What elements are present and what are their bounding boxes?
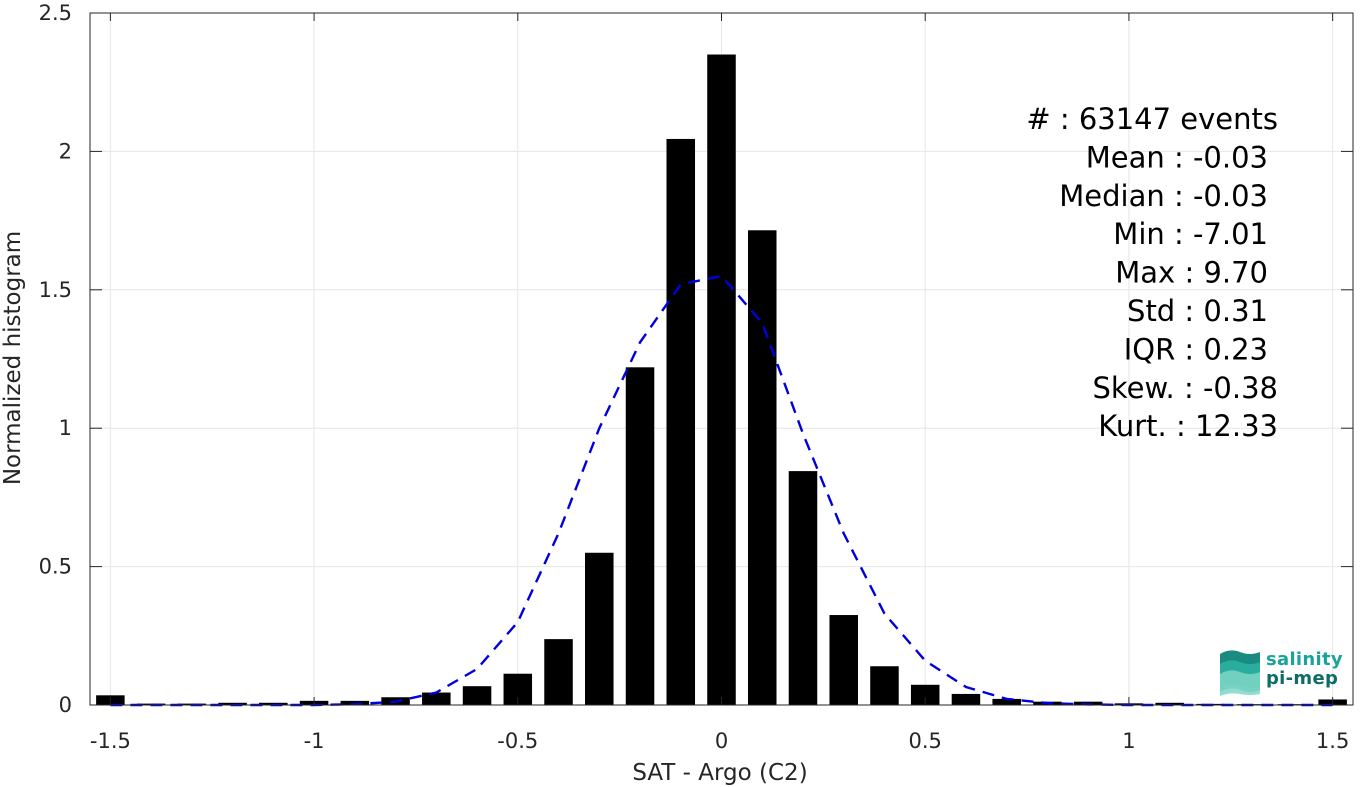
histogram-bar: [666, 138, 696, 706]
y-tick-label: 1.5: [39, 278, 72, 302]
salinity-pi-mep-logo: salinity pi-mep: [1216, 646, 1346, 696]
y-tick-label: 2.5: [39, 1, 72, 25]
histogram-bar: [992, 698, 1021, 705]
y-tick-label: 0: [59, 693, 72, 717]
y-tick-label: 0.5: [39, 555, 72, 579]
x-tick-label: -1.5: [90, 729, 131, 753]
x-tick-label: 0: [715, 729, 728, 753]
stat-line: Kurt. : 12.33: [1098, 409, 1278, 443]
x-tick-label: 1.5: [1316, 729, 1349, 753]
stat-line: Median : -0.03: [1059, 179, 1268, 213]
histogram-bar: [585, 552, 614, 705]
histogram-bar: [951, 693, 981, 705]
logo-text-line2: pi-mep: [1266, 668, 1339, 689]
axis-ticks: [90, 12, 1353, 706]
y-tick-label: 2: [59, 139, 72, 163]
y-tick-label: 1: [59, 416, 72, 440]
logo-text-line1: salinity: [1266, 649, 1343, 670]
stat-line: Mean : -0.03: [1086, 140, 1268, 174]
x-tick-label: 0.5: [909, 729, 942, 753]
statistics-annotation: # : 63147 events Mean : -0.03 Median : -0.…: [1026, 102, 1278, 443]
histogram-bar: [544, 639, 573, 705]
histogram-bar: [422, 692, 451, 705]
y-axis-label: Normalized histogram: [0, 231, 26, 485]
histogram-bar: [788, 471, 818, 705]
histogram-bar: [747, 230, 777, 705]
stat-line: # : 63147 events: [1026, 102, 1278, 136]
stat-line: Skew. : -0.38: [1092, 371, 1278, 405]
histogram-bar: [625, 367, 655, 705]
histogram-bars: [96, 54, 1347, 706]
stat-line: Std : 0.31: [1127, 294, 1268, 328]
x-tick-label: -1: [304, 729, 325, 753]
stat-line: Min : -7.01: [1113, 217, 1268, 251]
waves-logo-icon: [1220, 650, 1260, 696]
y-tick-labels: 0 0.5 1 1.5 2 2.5: [39, 1, 72, 717]
x-tick-labels: -1.5 -1 -0.5 0 0.5 1 1.5: [90, 729, 1349, 753]
histogram-bar: [462, 686, 492, 705]
x-axis-label: SAT - Argo (C2): [632, 760, 807, 786]
x-tick-label: -0.5: [497, 729, 538, 753]
histogram-bar: [829, 615, 858, 705]
histogram-bar: [707, 54, 736, 705]
histogram-bar: [870, 666, 899, 705]
histogram-bar: [340, 700, 370, 705]
stat-line: IQR : 0.23: [1124, 332, 1268, 366]
histogram-bar: [910, 684, 940, 705]
stat-line: Max : 9.70: [1115, 256, 1268, 290]
x-tick-label: 1: [1122, 729, 1135, 753]
